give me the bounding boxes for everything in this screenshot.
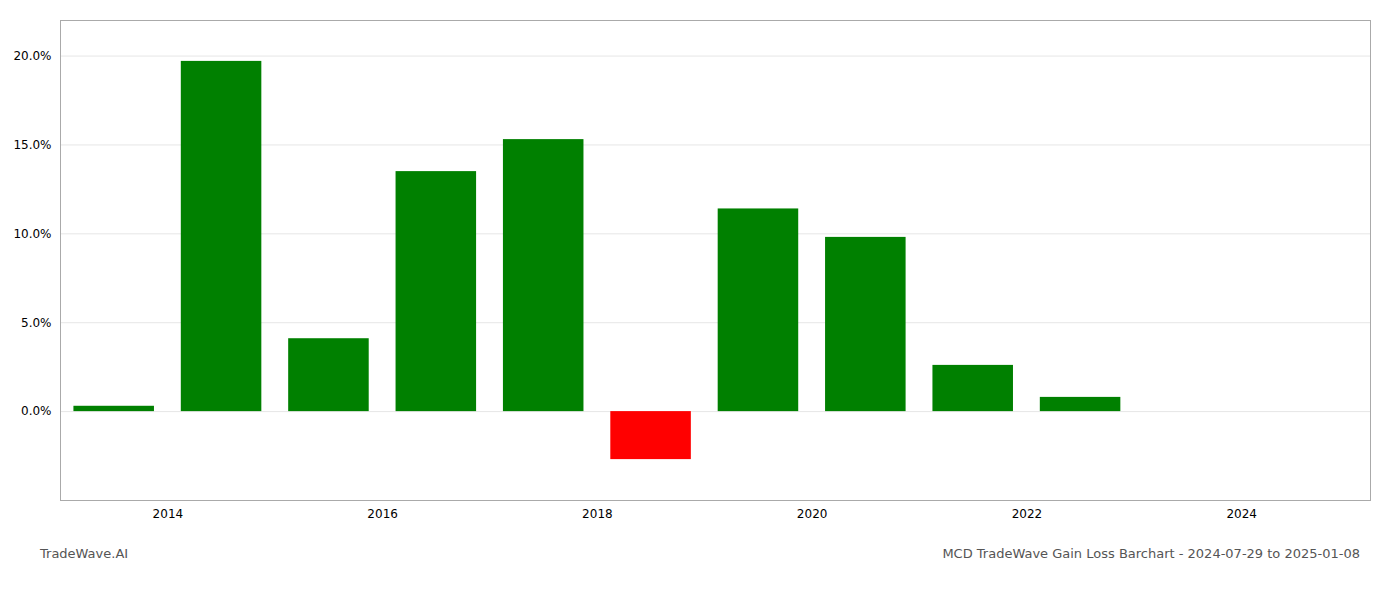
svg-text:20.0%: 20.0% bbox=[13, 49, 51, 63]
svg-text:2016: 2016 bbox=[367, 507, 398, 521]
svg-text:5.0%: 5.0% bbox=[21, 316, 52, 330]
svg-text:2014: 2014 bbox=[153, 507, 184, 521]
html-text:MCD TradeWave Gain Loss Barcha: MCD TradeWave Gain Loss Barchart - 2024-… bbox=[942, 546, 1360, 561]
svg-text:2020: 2020 bbox=[797, 507, 828, 521]
svg-text:2024: 2024 bbox=[1226, 507, 1257, 521]
svg-text:0.0%: 0.0% bbox=[21, 404, 52, 418]
svg-text:10.0%: 10.0% bbox=[13, 227, 51, 241]
svg-text:15.0%: 15.0% bbox=[13, 138, 51, 152]
svg-text:2018: 2018 bbox=[582, 507, 613, 521]
svg-text:2022: 2022 bbox=[1012, 507, 1043, 521]
html-text:TradeWave.AI: TradeWave.AI bbox=[40, 546, 129, 561]
